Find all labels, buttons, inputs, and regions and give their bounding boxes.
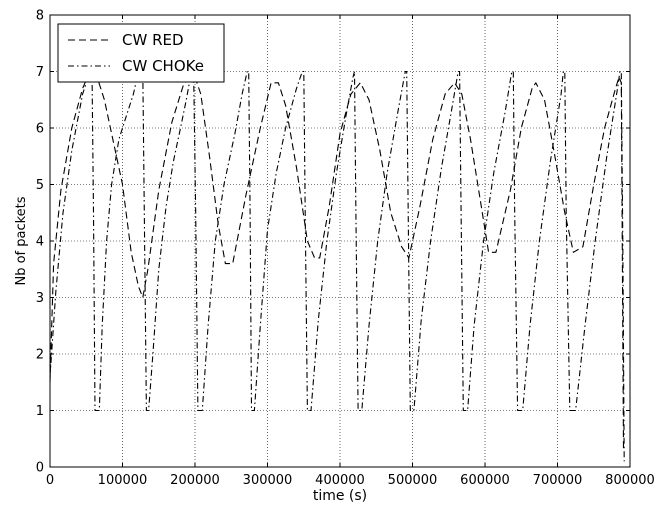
y-tick-label: 7 (36, 65, 44, 80)
legend-label: CW CHOKe (122, 57, 204, 75)
series-line-cw-choke (50, 72, 624, 462)
series-line-cw-red (50, 72, 624, 451)
x-tick-label: 200000 (170, 473, 220, 488)
y-tick-label: 6 (36, 122, 44, 137)
x-tick-label: 400000 (315, 473, 365, 488)
y-tick-label: 2 (36, 348, 44, 363)
x-tick-label: 700000 (533, 473, 583, 488)
legend: CW RED CW CHOKe (58, 24, 224, 82)
y-tick-label: 1 (36, 404, 44, 419)
y-tick-label: 4 (36, 235, 44, 250)
y-tick-label: 8 (36, 9, 44, 24)
y-tick-label: 5 (36, 178, 44, 193)
y-axis-label: Nb of packets (14, 196, 29, 285)
y-tick-label: 0 (36, 461, 44, 476)
x-tick-label: 800000 (605, 473, 655, 488)
series-lines (50, 72, 624, 462)
x-tick-label: 500000 (388, 473, 438, 488)
grid-lines (50, 15, 630, 467)
x-tick-label: 100000 (98, 473, 148, 488)
y-tick-label: 3 (36, 291, 44, 306)
x-axis-label: time (s) (313, 488, 367, 504)
x-tick-label: 0 (46, 473, 54, 488)
x-tick-label: 600000 (460, 473, 510, 488)
legend-label: CW RED (122, 31, 184, 49)
x-tick-label: 300000 (243, 473, 293, 488)
